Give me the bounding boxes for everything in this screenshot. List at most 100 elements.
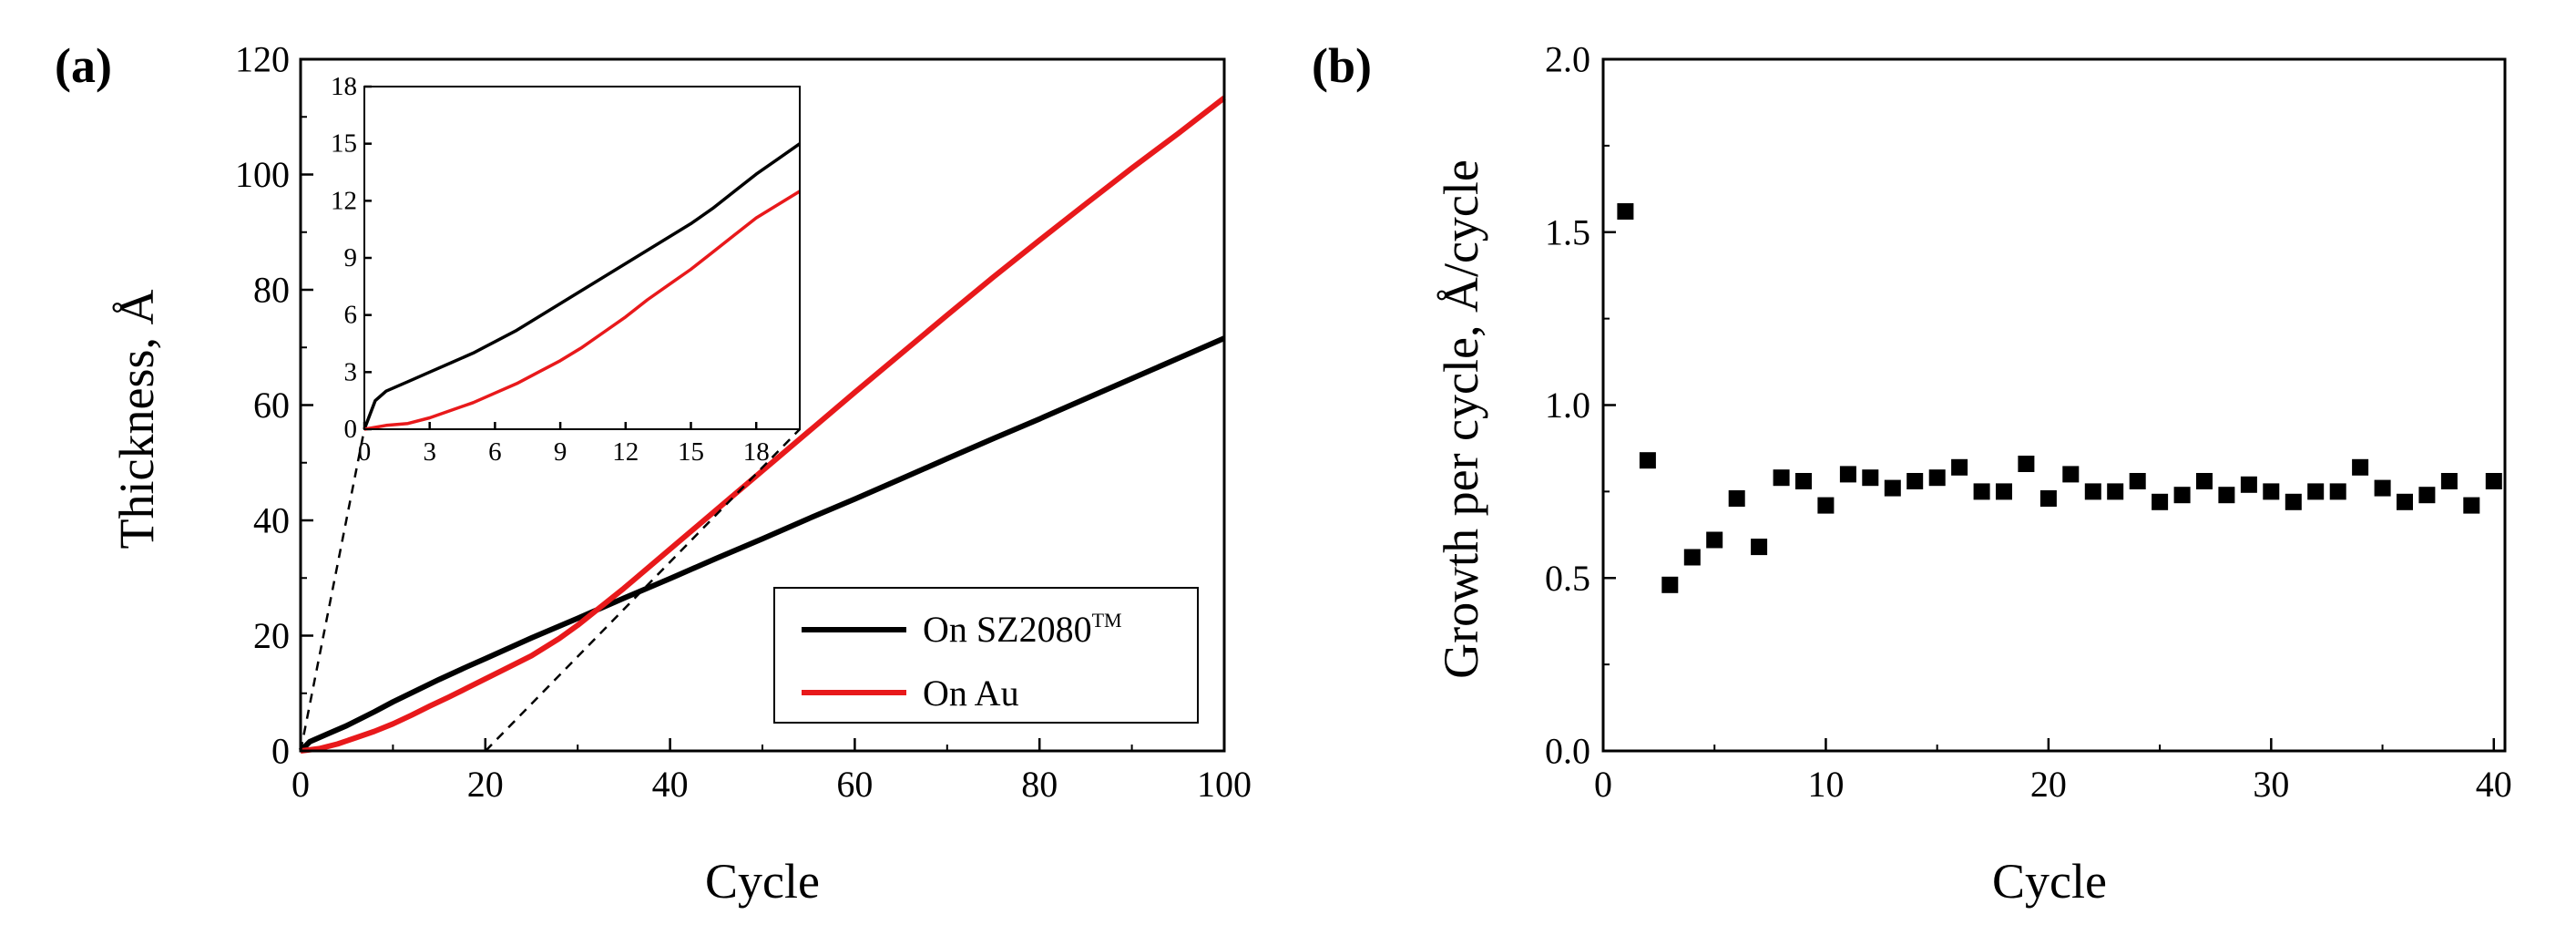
panel-a-y-tick-label: 0 <box>271 731 290 772</box>
panel-b-x-tick-label: 30 <box>2253 764 2289 805</box>
panel-a-y-axis-label: Thickness, Å <box>109 290 164 550</box>
scatter-point <box>2374 479 2391 497</box>
scatter-point <box>2173 487 2191 504</box>
scatter-point <box>1639 452 1656 469</box>
panel-b-plot-frame <box>1601 57 2507 753</box>
panel-a-x-tick-label: 20 <box>467 764 504 805</box>
panel-a-plot-frame <box>299 57 1226 753</box>
panel-b-y-tick-label: 1.5 <box>1545 211 1590 252</box>
scatter-point <box>2418 487 2436 504</box>
scatter-point <box>2485 473 2502 489</box>
scatter-point <box>1751 539 1768 556</box>
inset-x-tick-label: 6 <box>488 437 502 467</box>
inset-frame <box>363 86 801 430</box>
inset-y-tick-label: 0 <box>344 415 358 444</box>
legend-box <box>773 587 1199 724</box>
scatter-point <box>1661 576 1679 593</box>
scatter-point <box>2240 476 2257 493</box>
panel-b-x-tick-label: 0 <box>1594 764 1612 805</box>
inset-y-tick-label: 15 <box>331 129 357 159</box>
panel-b-y-tick-label: 0.5 <box>1545 558 1590 599</box>
inset-y-tick-label: 6 <box>344 301 358 330</box>
panel-b-x-axis-label: Cycle <box>1992 854 2107 909</box>
scatter-point <box>1996 483 2012 500</box>
inset-x-tick-label: 0 <box>358 437 372 467</box>
panel-a-y-tick-label: 40 <box>253 500 290 541</box>
panel-b-x-tick-label: 40 <box>2476 764 2512 805</box>
panel-a-x-axis-label: Cycle <box>705 854 820 909</box>
scatter-point <box>2285 493 2302 510</box>
scatter-point <box>2107 483 2124 500</box>
panel-b-points <box>1617 203 2502 593</box>
scatter-point <box>2196 473 2213 489</box>
inset-series-line-sz2080 <box>363 142 802 430</box>
inset-series-line-au <box>363 190 801 431</box>
inset-x-tick-label: 12 <box>612 437 639 467</box>
inset-x-tick-label: 15 <box>678 437 704 467</box>
scatter-point <box>1617 203 1634 220</box>
inset-zoom-guide-upper <box>299 428 366 752</box>
panel-a-y-tick-label: 80 <box>253 270 290 311</box>
panel-b-y-tick-label: 0.0 <box>1545 731 1590 772</box>
panel-a-y-tick-label: 120 <box>235 39 290 80</box>
scatter-point <box>1683 549 1701 566</box>
panel-a: (a) Thickness, Å Cycle 0 20 40 60 80 10002040… <box>55 38 1252 909</box>
panel-b-x-tick-label: 10 <box>1807 764 1844 805</box>
panel-a-y-tick-label: 100 <box>235 154 290 195</box>
legend-label-au: On Au <box>923 673 1019 714</box>
scatter-point <box>2352 458 2369 476</box>
series-line-au <box>300 96 1226 754</box>
scatter-point <box>2440 473 2458 489</box>
panel-b-y-tick-label: 2.0 <box>1545 39 1590 80</box>
scatter-point <box>2062 466 2080 483</box>
panel-b-y-tick-label: 1.0 <box>1545 385 1590 426</box>
panel-a-x-tick-label: 60 <box>836 764 873 805</box>
scatter-point <box>2084 483 2101 500</box>
inset-background <box>364 87 800 429</box>
inset-ticks: 0 3 6 9 12 15 18 0 3 6 9 12 15 18 <box>331 72 770 467</box>
panel-b-label: (b) <box>1312 38 1372 93</box>
scatter-point <box>2397 493 2413 510</box>
inset-y-tick-label: 3 <box>344 357 358 386</box>
inset-series <box>363 142 802 431</box>
series-line-sz2080 <box>298 335 1226 754</box>
panel-a-y-tick-label: 60 <box>253 385 290 426</box>
scatter-point <box>2329 483 2346 500</box>
legend-label-sz2080: On SZ2080TM <box>923 609 1122 650</box>
scatter-point <box>2463 497 2480 514</box>
scatter-point <box>1817 497 1835 514</box>
panel-a-series <box>298 96 1226 754</box>
inset-x-tick-label: 3 <box>423 437 436 467</box>
panel-b-y-axis-label: Growth per cycle, Å/cycle <box>1434 159 1488 679</box>
panel-a-y-tick-label: 20 <box>253 615 290 656</box>
inset-y-tick-label: 9 <box>344 243 358 272</box>
scatter-point <box>2018 456 2035 472</box>
inset-y-tick-label: 12 <box>331 186 357 215</box>
panel-a-legend: On SZ2080TM On Au <box>773 587 1199 724</box>
scatter-point <box>2129 473 2146 489</box>
scatter-point <box>1951 458 1968 476</box>
panel-a-x-tick-label: 80 <box>1021 764 1058 805</box>
scatter-point <box>1839 466 1856 483</box>
scatter-point <box>1906 473 1924 489</box>
legend-label-sz2080-superscript: TM <box>1092 609 1122 632</box>
inset-x-tick-label: 18 <box>743 437 770 467</box>
scatter-point <box>1728 490 1745 507</box>
scatter-point <box>1795 473 1812 489</box>
inset-zoom-plot: 0 3 6 9 12 15 18 0 3 6 9 12 15 18 <box>331 72 802 467</box>
scatter-point <box>2039 490 2057 507</box>
inset-x-tick-label: 9 <box>554 437 567 467</box>
scatter-point <box>2218 487 2235 504</box>
panel-a-x-tick-label: 0 <box>291 764 310 805</box>
scatter-point <box>2307 483 2325 500</box>
scatter-point <box>1773 469 1790 487</box>
panel-b-ticks: 0 10 20 30 40 0.0 0.5 1.0 1.5 2.0 <box>1545 39 2512 806</box>
scatter-point <box>1706 531 1723 549</box>
scatter-point <box>1973 483 1990 500</box>
scatter-point <box>2263 483 2280 500</box>
scatter-point <box>1862 469 1879 487</box>
panel-a-x-tick-label: 100 <box>1197 764 1252 805</box>
panel-b: (b) Growth per cycle, Å/cycle Cycle 0 10 2… <box>1312 38 2512 909</box>
scatter-point <box>1928 469 1946 487</box>
